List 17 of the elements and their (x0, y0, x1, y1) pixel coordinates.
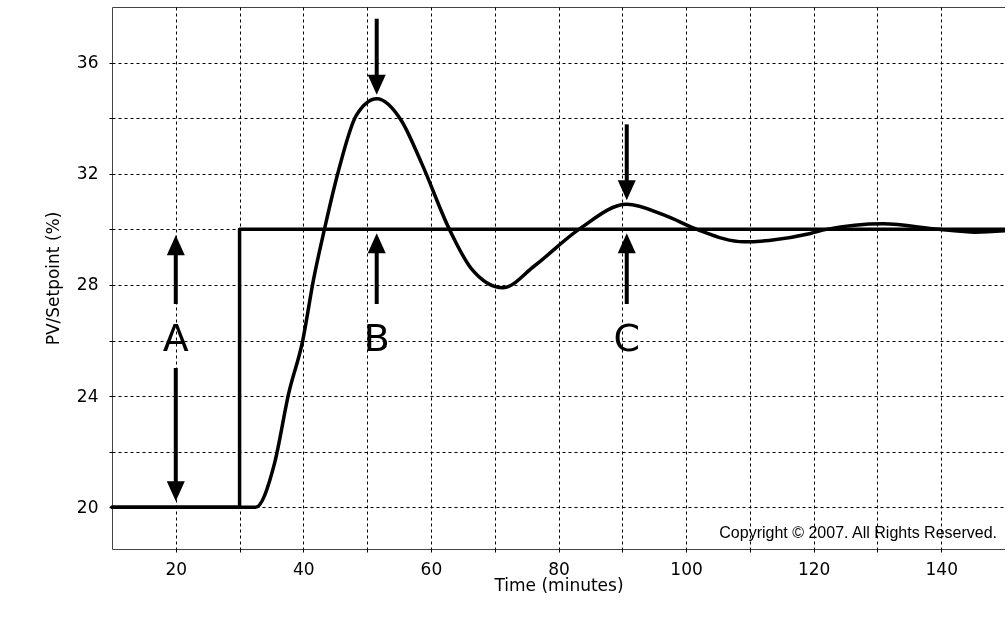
y-tick-label: 28 (76, 274, 99, 295)
x-tick-label: 100 (670, 558, 703, 579)
y-tick-label: 36 (76, 52, 99, 73)
y-tick-label: 24 (76, 385, 99, 406)
annotation: C (613, 316, 641, 360)
annotation: B (363, 316, 390, 360)
y-axis-title: PV/Setpoint (%) (42, 211, 63, 346)
x-tick-label: 40 (293, 558, 315, 579)
x-tick-label: 120 (797, 558, 831, 579)
y-tick-label: 32 (76, 163, 99, 184)
x-tick-label: 20 (165, 558, 188, 579)
annotation: Copyright © 2007. All Rights Reserved. (719, 524, 997, 541)
x-tick-label: 140 (925, 558, 958, 579)
annotation: A (162, 316, 189, 360)
x-axis-title: Time (minutes) (493, 574, 624, 595)
y-tick-label: 20 (76, 496, 99, 517)
x-tick-label: 60 (420, 558, 443, 579)
